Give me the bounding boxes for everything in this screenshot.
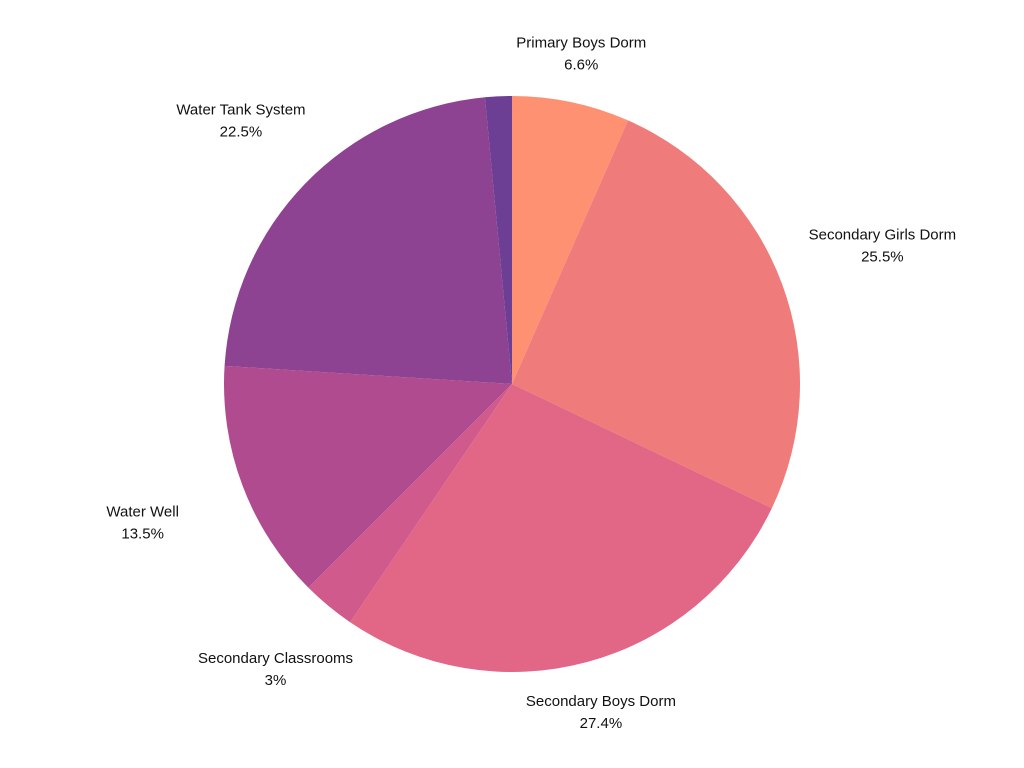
pie-slice [224, 97, 512, 385]
slice-value-label: 27.4% [580, 715, 623, 732]
pie-slice [350, 384, 772, 673]
slice-label: Secondary Classrooms [198, 650, 353, 667]
pie-slice [484, 96, 512, 384]
pie-slice [308, 384, 512, 623]
slice-value-label: 13.5% [121, 526, 164, 543]
pie-slice [512, 120, 800, 509]
slice-label: Secondary Boys Dorm [526, 693, 676, 710]
slice-value-label: 22.5% [220, 123, 263, 140]
slice-value-label: 6.6% [564, 57, 598, 74]
slice-value-label: 3% [265, 672, 287, 689]
pie-slice [512, 96, 629, 384]
slice-label: Secondary Girls Dorm [809, 227, 957, 244]
slice-value-label: 25.5% [861, 249, 904, 266]
slice-label: Water Well [106, 504, 179, 521]
slice-label: Primary Boys Dorm [516, 35, 646, 52]
slice-label: Water Tank System [176, 101, 305, 118]
pie-slice [224, 365, 513, 588]
